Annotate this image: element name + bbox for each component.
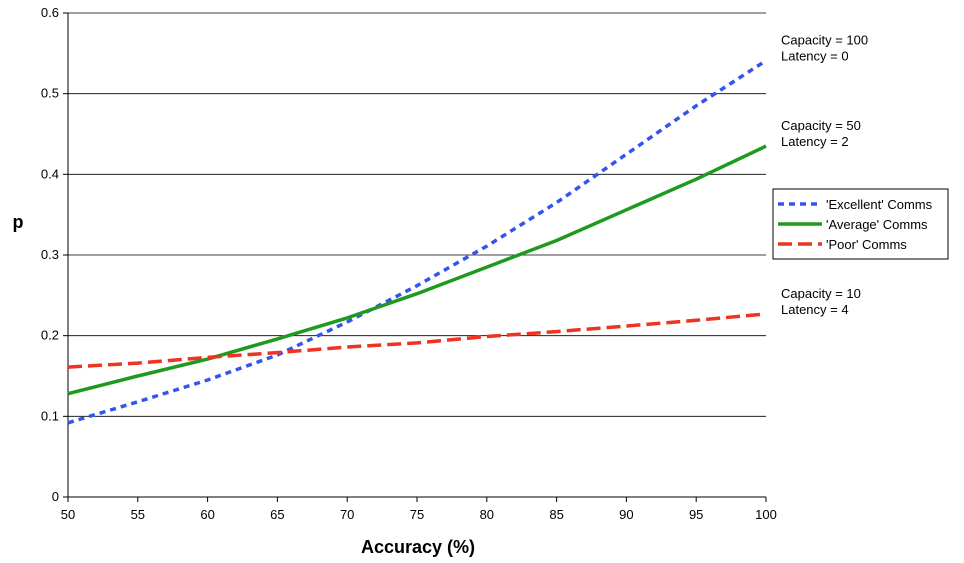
annotation-line: Capacity = 100 [781, 33, 868, 48]
annotation-line: Latency = 4 [781, 302, 849, 317]
series-line-1 [67, 144, 767, 396]
annotation-line: Capacity = 50 [781, 118, 861, 133]
x-tick-label: 55 [131, 507, 145, 522]
legend-label-0: 'Excellent' Comms [826, 197, 933, 212]
y-axis-title: p [13, 212, 24, 232]
y-tick-label: 0.1 [41, 408, 59, 423]
series-lines [67, 59, 767, 425]
x-tick-label: 90 [619, 507, 633, 522]
x-tick-label: 100 [755, 507, 777, 522]
y-tick-label: 0.2 [41, 328, 59, 343]
x-tick-label: 85 [549, 507, 563, 522]
y-tick-label: 0 [52, 489, 59, 504]
axes [63, 12, 767, 502]
legend: 'Excellent' Comms 'Average' Comms 'Poor' C… [772, 188, 949, 260]
legend-label-2: 'Poor' Comms [826, 237, 907, 252]
y-tick-label: 0.5 [41, 86, 59, 101]
legend-label-1: 'Average' Comms [826, 217, 928, 232]
x-tick-label: 50 [61, 507, 75, 522]
x-tick-label: 80 [480, 507, 494, 522]
x-tick-label: 60 [200, 507, 214, 522]
y-tick-label: 0.4 [41, 166, 59, 181]
x-axis-title: Accuracy (%) [361, 537, 475, 557]
x-tick-label: 70 [340, 507, 354, 522]
annotation-line: Latency = 2 [781, 134, 849, 149]
y-tick-label: 0.3 [41, 247, 59, 262]
annotation-line: Capacity = 10 [781, 286, 861, 301]
x-tick-label: 95 [689, 507, 703, 522]
annotation-line: Latency = 0 [781, 49, 849, 64]
x-tick-label: 65 [270, 507, 284, 522]
series-line-0 [67, 59, 767, 425]
gridlines [68, 12, 766, 417]
tick-labels: 0 0.1 0.2 0.3 0.4 0.5 0.6 50 55 60 65 70 75 80 85 90 95 1… [41, 5, 777, 522]
x-tick-label: 75 [410, 507, 424, 522]
series-line-2 [67, 312, 767, 369]
y-tick-label: 0.6 [41, 5, 59, 20]
